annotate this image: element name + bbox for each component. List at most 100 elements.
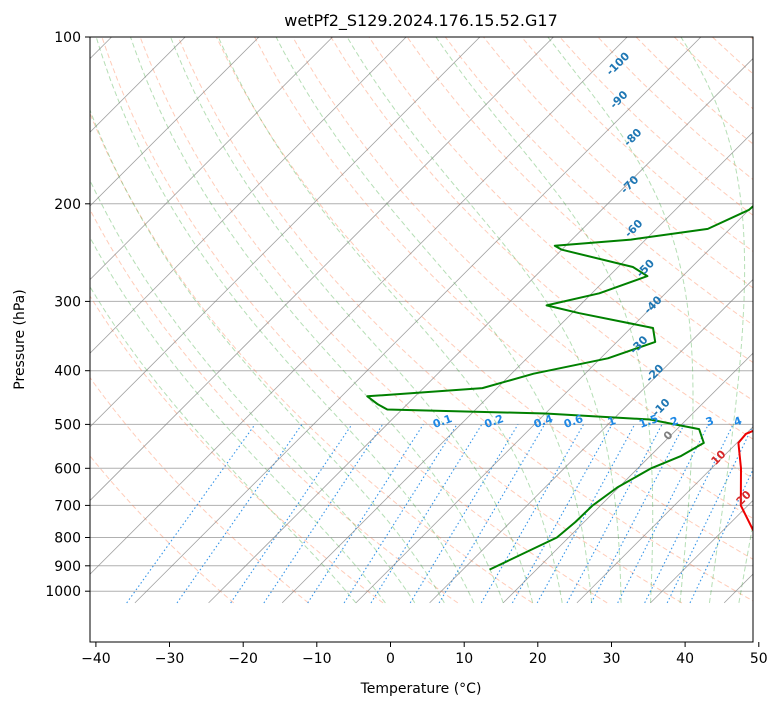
mixing-ratio-line	[370, 424, 483, 604]
dewpoint-profile-line	[366, 204, 753, 571]
mixing-ratio-label: 3	[704, 414, 716, 429]
x-tick-label: 40	[676, 651, 694, 667]
moist-adiabat	[435, 37, 654, 603]
mixing-ratio-labels: 0.10.20.40.611.52346810131620253036	[431, 412, 775, 431]
isotherm-line	[576, 426, 753, 604]
mixing-ratio-label: 1.5	[637, 412, 660, 431]
dry-adiabat	[597, 37, 753, 181]
mixing-ratio-lines	[126, 424, 753, 604]
mixing-ratio-line	[666, 424, 753, 604]
moist-adiabat	[547, 37, 694, 603]
y-tick-label: 400	[54, 364, 81, 380]
isotherm-line	[208, 57, 753, 604]
isotherm-label: -20	[643, 361, 666, 384]
x-tick-label: 0	[386, 651, 395, 667]
mixing-ratio-line	[343, 424, 458, 604]
mixing-ratio-label: 0.2	[483, 412, 506, 431]
dry-adiabat	[90, 112, 533, 604]
mixing-ratio-line	[689, 468, 753, 604]
isotherm-line	[90, 37, 333, 281]
dry-adiabat	[101, 37, 608, 604]
dry-adiabat	[444, 37, 753, 326]
dry-adiabat	[90, 376, 309, 604]
isotherm-line	[429, 278, 753, 604]
y-tick-label: 100	[54, 30, 81, 46]
y-tick-label: 900	[54, 559, 81, 575]
isotherm-line	[723, 573, 753, 604]
mixing-ratio-line	[480, 424, 584, 604]
isotherm-label: 30	[758, 522, 775, 542]
isotherm-line	[502, 352, 753, 604]
mixing-ratio-label: 0.6	[562, 412, 585, 431]
moist-adiabat	[90, 236, 386, 604]
y-tick-label: 500	[54, 417, 81, 433]
dry-adiabat	[139, 37, 683, 604]
isotherm-line	[90, 37, 260, 207]
isotherm-line	[90, 37, 554, 502]
y-tick-label: 700	[54, 498, 81, 514]
moist-adiabat	[170, 37, 534, 604]
dry-adiabat	[90, 295, 384, 604]
x-tick-label: 30	[603, 651, 621, 667]
dry-adiabat	[406, 37, 753, 364]
temperature-profile-line	[737, 429, 753, 533]
moist-adiabat	[130, 37, 504, 604]
dry-adiabat	[254, 37, 753, 519]
dry-adiabat	[483, 37, 753, 289]
x-tick-label: −30	[155, 651, 185, 667]
dry-adiabat	[292, 37, 753, 479]
isotherm-label: 0	[661, 428, 676, 443]
moist-adiabat	[680, 37, 746, 603]
dry-adiabat	[330, 37, 753, 440]
dry-adiabat	[90, 455, 235, 604]
mixing-ratio-line	[644, 424, 734, 604]
dry-adiabat	[712, 37, 753, 75]
isotherm-line	[134, 37, 702, 604]
x-tick-label: 50	[750, 651, 768, 667]
isotherm-label: -100	[604, 49, 633, 78]
moist-adiabat	[738, 521, 753, 603]
isotherm-line	[90, 37, 628, 575]
mixing-ratio-label: 0.1	[431, 412, 454, 431]
mixing-ratio-label: 4	[732, 414, 744, 429]
mixing-ratio-label: 1	[606, 414, 618, 429]
isotherm-line	[90, 37, 186, 133]
isotherm-label: -50	[634, 257, 657, 280]
mixing-ratio-line	[126, 424, 256, 604]
moist-adiabat	[346, 37, 622, 603]
plot-area: -100-90-80-70-60-50-40-30-20-10010203040…	[90, 37, 775, 604]
x-tick-label: −20	[228, 651, 258, 667]
x-tick-label: 20	[529, 651, 547, 667]
y-tick-label: 300	[54, 294, 81, 310]
x-axis-ticks: −40 −30 −20 −10 0 10 20 30 40 50	[81, 642, 768, 667]
mixing-ratio-line	[566, 424, 663, 604]
x-tick-label: 10	[455, 651, 473, 667]
mixing-ratio-line	[536, 424, 636, 604]
isotherm-lines	[90, 37, 753, 604]
dry-adiabat	[750, 37, 753, 40]
mixing-ratio-line	[307, 424, 424, 604]
moist-adiabat	[90, 108, 445, 604]
mixing-ratio-line	[176, 424, 303, 604]
isotherm-line	[355, 205, 753, 604]
mixing-ratio-label: 0.4	[532, 412, 555, 431]
y-tick-label: 600	[54, 461, 81, 477]
dry-adiabat	[90, 208, 459, 604]
moist-adiabat	[90, 179, 416, 604]
isotherm-label: 10	[709, 447, 729, 467]
moist-adiabats	[90, 37, 753, 604]
mixing-ratio-label: 6	[770, 414, 775, 429]
isotherm-label: -30	[627, 333, 650, 356]
moist-adiabat	[217, 37, 563, 603]
pressure-gridlines	[90, 37, 753, 592]
y-tick-label: 200	[54, 197, 81, 213]
dry-adiabat	[215, 37, 753, 560]
y-axis-ticks: 100 200 300 400 500 600 700 800 900 1000	[45, 30, 90, 600]
y-axis-label: Pressure (hPa)	[12, 289, 28, 389]
isotherm-label: -70	[618, 173, 641, 196]
dry-adiabat	[177, 37, 753, 602]
mixing-ratio-line	[438, 424, 546, 604]
dry-adiabat	[635, 37, 753, 145]
x-axis-label: Temperature (°C)	[360, 681, 482, 697]
